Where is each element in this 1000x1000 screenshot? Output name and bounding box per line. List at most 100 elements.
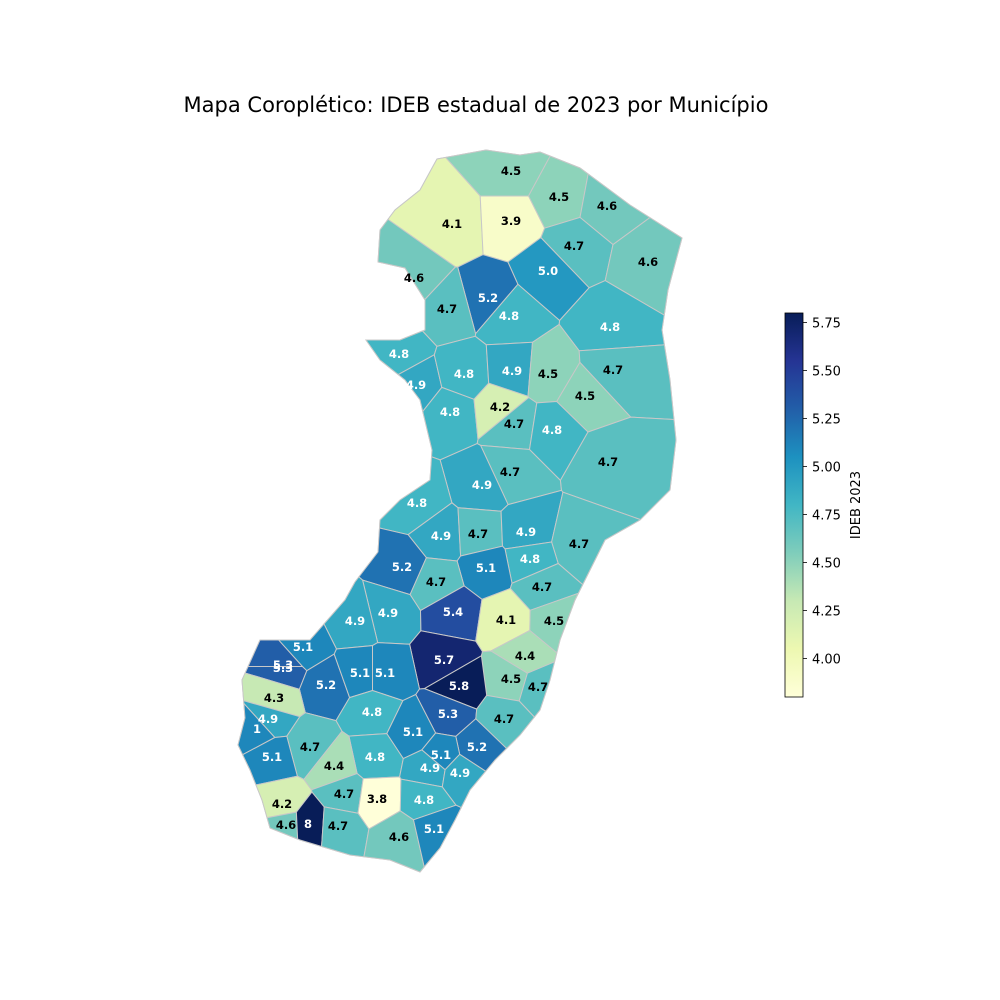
map-title: Mapa Coroplético: IDEB estadual de 2023 …	[184, 93, 769, 117]
municipality-value-label: 4.9	[502, 364, 522, 378]
municipality-value-label: 4.9	[258, 712, 278, 726]
municipality-value-label: 4.2	[490, 400, 510, 414]
municipality-value-label: 4.4	[324, 759, 344, 773]
municipality-value-label: 4.8	[600, 320, 620, 334]
municipality-region	[518, 657, 682, 872]
municipality-value-label: 4.7	[468, 527, 488, 541]
municipality-value-label: 4.9	[431, 529, 451, 543]
municipality-value-label: 5.3	[273, 658, 293, 672]
municipality-value-label: 5.0	[538, 264, 558, 278]
municipality-region	[238, 551, 304, 667]
municipality-value-label: 4.6	[597, 199, 617, 213]
municipality-value-label: 4.9	[516, 525, 536, 539]
municipality-value-label: 5.1	[350, 666, 370, 680]
colorbar-tick-label: 4.25	[812, 605, 841, 620]
municipality-value-label: 3.8	[367, 792, 387, 806]
municipality-value-label: 4.8	[407, 496, 427, 510]
municipality-region	[441, 753, 661, 872]
colorbar-tick-label: 4.00	[812, 653, 841, 668]
municipality-value-label: 4.8	[454, 367, 474, 381]
municipality-region	[529, 589, 682, 697]
colorbar-tick-label: 5.50	[812, 365, 841, 380]
municipality-value-label: 4.7	[426, 575, 446, 589]
municipality-value-label: 4.8	[542, 423, 562, 437]
municipality-value-label: 5.2	[316, 678, 336, 692]
colorbar-gradient	[784, 312, 804, 698]
municipality-value-label: 4.5	[575, 389, 595, 403]
municipality-value-label: 4.7	[532, 580, 552, 594]
municipality-region	[412, 804, 639, 872]
municipality-value-label: 4.9	[420, 761, 440, 775]
municipality-value-label: 4.9	[472, 478, 492, 492]
municipality-value-label: 4.6	[638, 255, 658, 269]
municipality-value-label: 4.9	[378, 606, 398, 620]
municipality-value-label: 4.5	[501, 672, 521, 686]
municipality-region	[259, 150, 484, 268]
colorbar-tick-label: 4.50	[812, 557, 841, 572]
municipality-value-label: 4.7	[504, 417, 524, 431]
municipality-value-label: 4.9	[406, 378, 426, 392]
municipality-value-label: 4.7	[437, 302, 457, 316]
municipality-value-label: 4.6	[276, 818, 296, 832]
colorbar-tick-label: 4.75	[812, 509, 841, 524]
municipality-value-label: 5.1	[431, 748, 451, 762]
municipality-value-label: 4.7	[603, 363, 623, 377]
municipality-value-label: 5.1	[293, 640, 313, 654]
municipality-value-label: 5.2	[392, 560, 412, 574]
municipality-value-label: 4.7	[569, 537, 589, 551]
municipality-value-label: 4.5	[544, 614, 564, 628]
municipality-value-label: 4.4	[515, 649, 535, 663]
colorbar-label: IDEB 2023	[849, 471, 864, 539]
municipality-value-label: 4.5	[501, 164, 521, 178]
municipality-value-label: 4.8	[365, 750, 385, 764]
municipality-value-label: 5.7	[434, 653, 454, 667]
municipality-labels: 4.5 4.5 4.6 4.1 3.9 4.7 4.6 5.0 4.6 5.2 4.7 4.8 4.8 4…	[253, 164, 658, 844]
municipality-value-label: 5.1	[375, 666, 395, 680]
colorbar-tick-label: 5.75	[812, 317, 841, 332]
municipality-value-label: 5.2	[467, 740, 487, 754]
municipality-value-label: 4.7	[328, 819, 348, 833]
municipality-value-label: 4.7	[528, 680, 548, 694]
municipality-value-label: 4.6	[389, 830, 409, 844]
municipality-value-label: 5.3	[438, 707, 458, 721]
municipality-value-label: 4.8	[440, 405, 460, 419]
municipality-value-label: 5.1	[424, 822, 444, 836]
municipality-value-label: 4.7	[564, 239, 584, 253]
municipality-value-label: 4.8	[389, 347, 409, 361]
municipality-value-label: 4.6	[404, 271, 424, 285]
municipality-value-label: 5.8	[449, 679, 469, 693]
municipality-value-label: 4.1	[496, 613, 516, 627]
municipality-value-label: 4.7	[494, 712, 514, 726]
municipality-value-label: 4.5	[538, 367, 558, 381]
municipality-value-label: 4.5	[549, 190, 569, 204]
municipality-value-label: 4.9	[345, 614, 365, 628]
colorbar: 4.00 4.25 4.50 4.75 5.00 5.25 5.50 5.75 IDEB 20…	[784, 312, 864, 698]
municipality-value-label: 4.8	[362, 705, 382, 719]
municipality-region	[238, 274, 438, 454]
municipality-value-label: 4.7	[300, 740, 320, 754]
municipality-value-label: 5.1	[403, 725, 423, 739]
municipality-value-label: 4.2	[272, 797, 292, 811]
municipality-value-label: 5.2	[478, 291, 498, 305]
municipality-region	[269, 354, 443, 446]
municipality-value-label: 4.8	[414, 793, 434, 807]
municipality-region	[238, 450, 338, 672]
municipality-region	[295, 791, 325, 872]
municipality-value-label: 5.1	[262, 750, 282, 764]
colorbar-tick-label: 5.25	[812, 413, 841, 428]
colorbar-ticks: 4.00 4.25 4.50 4.75 5.00 5.25 5.50 5.75	[803, 317, 841, 668]
municipality-value-label: 4.9	[450, 766, 470, 780]
colorbar-tick-label: 5.00	[812, 461, 841, 476]
municipality-value-label: 5.1	[476, 561, 496, 575]
state-border	[237, 149, 683, 873]
municipality-value-label: 5.3	[273, 661, 293, 675]
municipality-value-label: 4.3	[264, 691, 284, 705]
municipality-value-label: 8	[304, 817, 312, 831]
municipality-value-label: 4.7	[598, 455, 618, 469]
municipality-value-label: 4.7	[500, 465, 520, 479]
municipality-value-label: 3.9	[501, 214, 521, 228]
municipality-value-label: 4.8	[499, 309, 519, 323]
municipality-value-label: 1	[253, 722, 261, 736]
municipality-value-label: 4.1	[442, 217, 462, 231]
